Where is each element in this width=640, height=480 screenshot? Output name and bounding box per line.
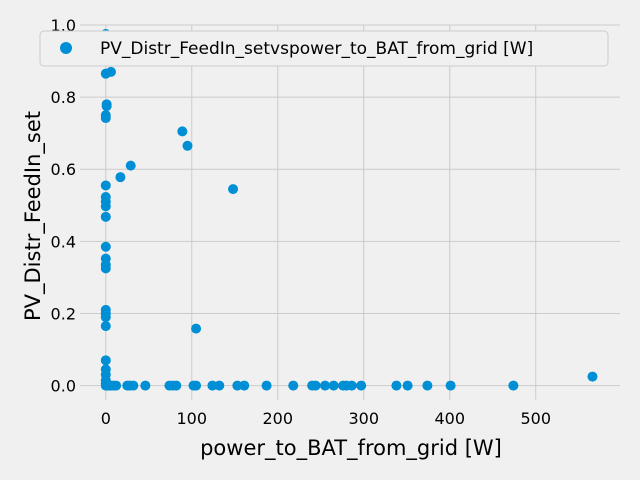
data-point <box>214 381 224 391</box>
data-point <box>106 67 116 77</box>
data-point <box>228 184 238 194</box>
data-point <box>126 161 136 171</box>
data-point <box>101 321 111 331</box>
data-point <box>403 381 413 391</box>
x-tick-label: 300 <box>348 409 379 428</box>
data-point <box>288 381 298 391</box>
data-point <box>101 180 111 190</box>
y-tick-label: 0.6 <box>51 160 76 179</box>
x-axis-label: power_to_BAT_from_grid [W] <box>200 436 502 461</box>
data-point <box>177 126 187 136</box>
x-tick-label: 200 <box>262 409 293 428</box>
data-point <box>101 242 111 252</box>
data-point <box>239 381 249 391</box>
data-point <box>101 113 111 123</box>
data-point <box>191 381 201 391</box>
data-point <box>101 201 111 211</box>
data-point <box>422 381 432 391</box>
data-point <box>101 212 111 222</box>
data-point <box>102 101 112 111</box>
y-tick-label: 0.8 <box>51 88 76 107</box>
data-point <box>329 381 339 391</box>
x-tick-label: 500 <box>520 409 551 428</box>
data-point <box>115 172 125 182</box>
legend-label: PV_Distr_FeedIn_setvspower_to_BAT_from_g… <box>100 39 533 59</box>
y-tick-label: 0.4 <box>51 232 76 251</box>
x-tick-label: 0 <box>101 409 111 428</box>
data-point <box>101 355 111 365</box>
y-axis-label: PV_Distr_FeedIn_set <box>21 111 46 321</box>
data-point <box>391 381 401 391</box>
data-point <box>191 324 201 334</box>
data-point <box>101 263 111 273</box>
y-tick-label: 0.0 <box>51 377 76 396</box>
data-point <box>446 381 456 391</box>
data-point <box>262 381 272 391</box>
legend: PV_Distr_FeedIn_setvspower_to_BAT_from_g… <box>40 31 608 66</box>
data-point <box>311 381 321 391</box>
y-tick-label: 0.2 <box>51 304 76 323</box>
data-point <box>587 372 597 382</box>
data-point <box>101 312 111 322</box>
data-point <box>111 381 121 391</box>
x-tick-label: 100 <box>177 409 208 428</box>
data-point <box>508 381 518 391</box>
data-point <box>320 381 330 391</box>
data-point <box>128 381 138 391</box>
data-point <box>356 381 366 391</box>
data-point <box>140 381 150 391</box>
legend-marker <box>60 42 72 54</box>
data-point <box>347 381 357 391</box>
data-point <box>171 381 181 391</box>
data-point <box>182 141 192 151</box>
x-tick-label: 400 <box>434 409 465 428</box>
